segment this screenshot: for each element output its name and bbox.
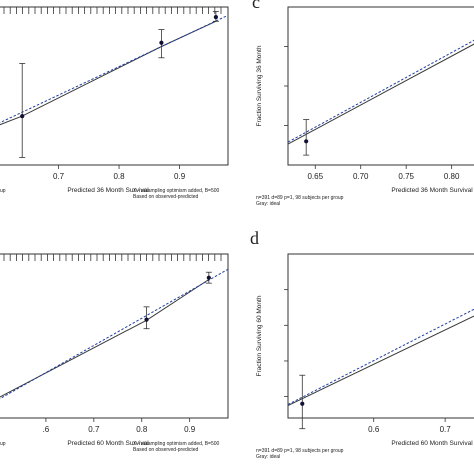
x-tick-label: 0.75	[398, 172, 414, 181]
x-tick-label: 0.7	[88, 425, 100, 434]
y-axis-title: Fraction Surviving 60 Month	[256, 295, 263, 376]
x-tick-label: 0.8	[136, 425, 148, 434]
x-tick-label: 0.9	[184, 425, 196, 434]
footnote-right-line: Based on observed-predicted	[133, 194, 199, 200]
ideal-line	[288, 39, 474, 143]
calibration-panel-4: 0.6 0.7 Predicted 60 Month Survival Fractio…	[250, 228, 474, 460]
series-group	[288, 39, 474, 145]
x-tick-label: 0.80	[444, 172, 460, 181]
footnote-right-line: X - resampling optimism added, B=500	[133, 441, 220, 447]
calibration-panel-3: .6 0.7 0.8 0.9 Predicted 60 Month Survival up…	[0, 253, 229, 453]
panel-letter: d	[250, 228, 259, 248]
x-tick-label: .6	[43, 425, 50, 434]
footnote-left-line: n=391 d=89 p=1, 98 subjects per group	[256, 448, 344, 454]
plot-frame	[287, 253, 474, 419]
plot-frame	[0, 6, 229, 166]
x-tick-label: 0.65	[307, 172, 323, 181]
series-group	[0, 268, 228, 400]
series-group	[288, 308, 474, 406]
observed-point	[300, 401, 305, 406]
x-tick-label: 0.9	[174, 172, 186, 181]
x-tick-label: 0.7	[53, 172, 65, 181]
apparent-line	[288, 315, 474, 406]
x-axis-title: Predicted 60 Month Survival	[391, 440, 473, 447]
plot-frame	[0, 253, 229, 419]
series-group	[0, 14, 228, 126]
apparent-line	[0, 20, 217, 126]
footnote-left: up	[0, 441, 6, 447]
footnote-left: up	[0, 188, 6, 194]
x-axis-title: Predicted 60 Month Survival	[67, 440, 149, 447]
footnote-left-line: Gray: ideal	[256, 201, 280, 207]
footnote-right-line: Based on observed-predicted	[133, 447, 199, 453]
ideal-line	[0, 268, 228, 400]
x-tick-label: 0.7	[440, 425, 452, 434]
x-axis-title: Predicted 36 Month Survival	[67, 187, 149, 194]
ideal-line	[0, 14, 228, 124]
x-tick-label: 0.8	[113, 172, 125, 181]
footnote-right-line: X - resampling optimism added, B=500	[133, 188, 220, 194]
y-axis-title: Fraction Surviving 36 Month	[256, 45, 263, 126]
ideal-line	[288, 308, 474, 405]
plot-frame	[287, 6, 474, 166]
observed-point	[206, 275, 211, 280]
observed-point	[144, 317, 149, 322]
x-tick-label: 0.70	[353, 172, 369, 181]
apparent-line	[288, 43, 474, 145]
panel-letter-partial: c	[252, 0, 260, 12]
observed-point	[213, 15, 218, 20]
x-axis-title: Predicted 36 Month Survival	[391, 187, 473, 194]
footnote-left-line: n=391 d=89 p=1, 98 subjects per group	[256, 195, 344, 201]
x-tick-label: 0.6	[368, 425, 380, 434]
observed-point	[159, 40, 164, 45]
observed-point	[20, 113, 25, 119]
calibration-panel-1: 0.7 0.8 0.9 Predicted 36 Month Survival up X …	[0, 6, 229, 200]
calibration-panel-2: 0.65 0.70 0.75 0.80 Predicted 36 Month Survi…	[252, 0, 474, 207]
observed-point	[304, 139, 309, 144]
footnote-left-line: Gray: ideal	[256, 454, 280, 460]
apparent-line	[0, 279, 210, 398]
